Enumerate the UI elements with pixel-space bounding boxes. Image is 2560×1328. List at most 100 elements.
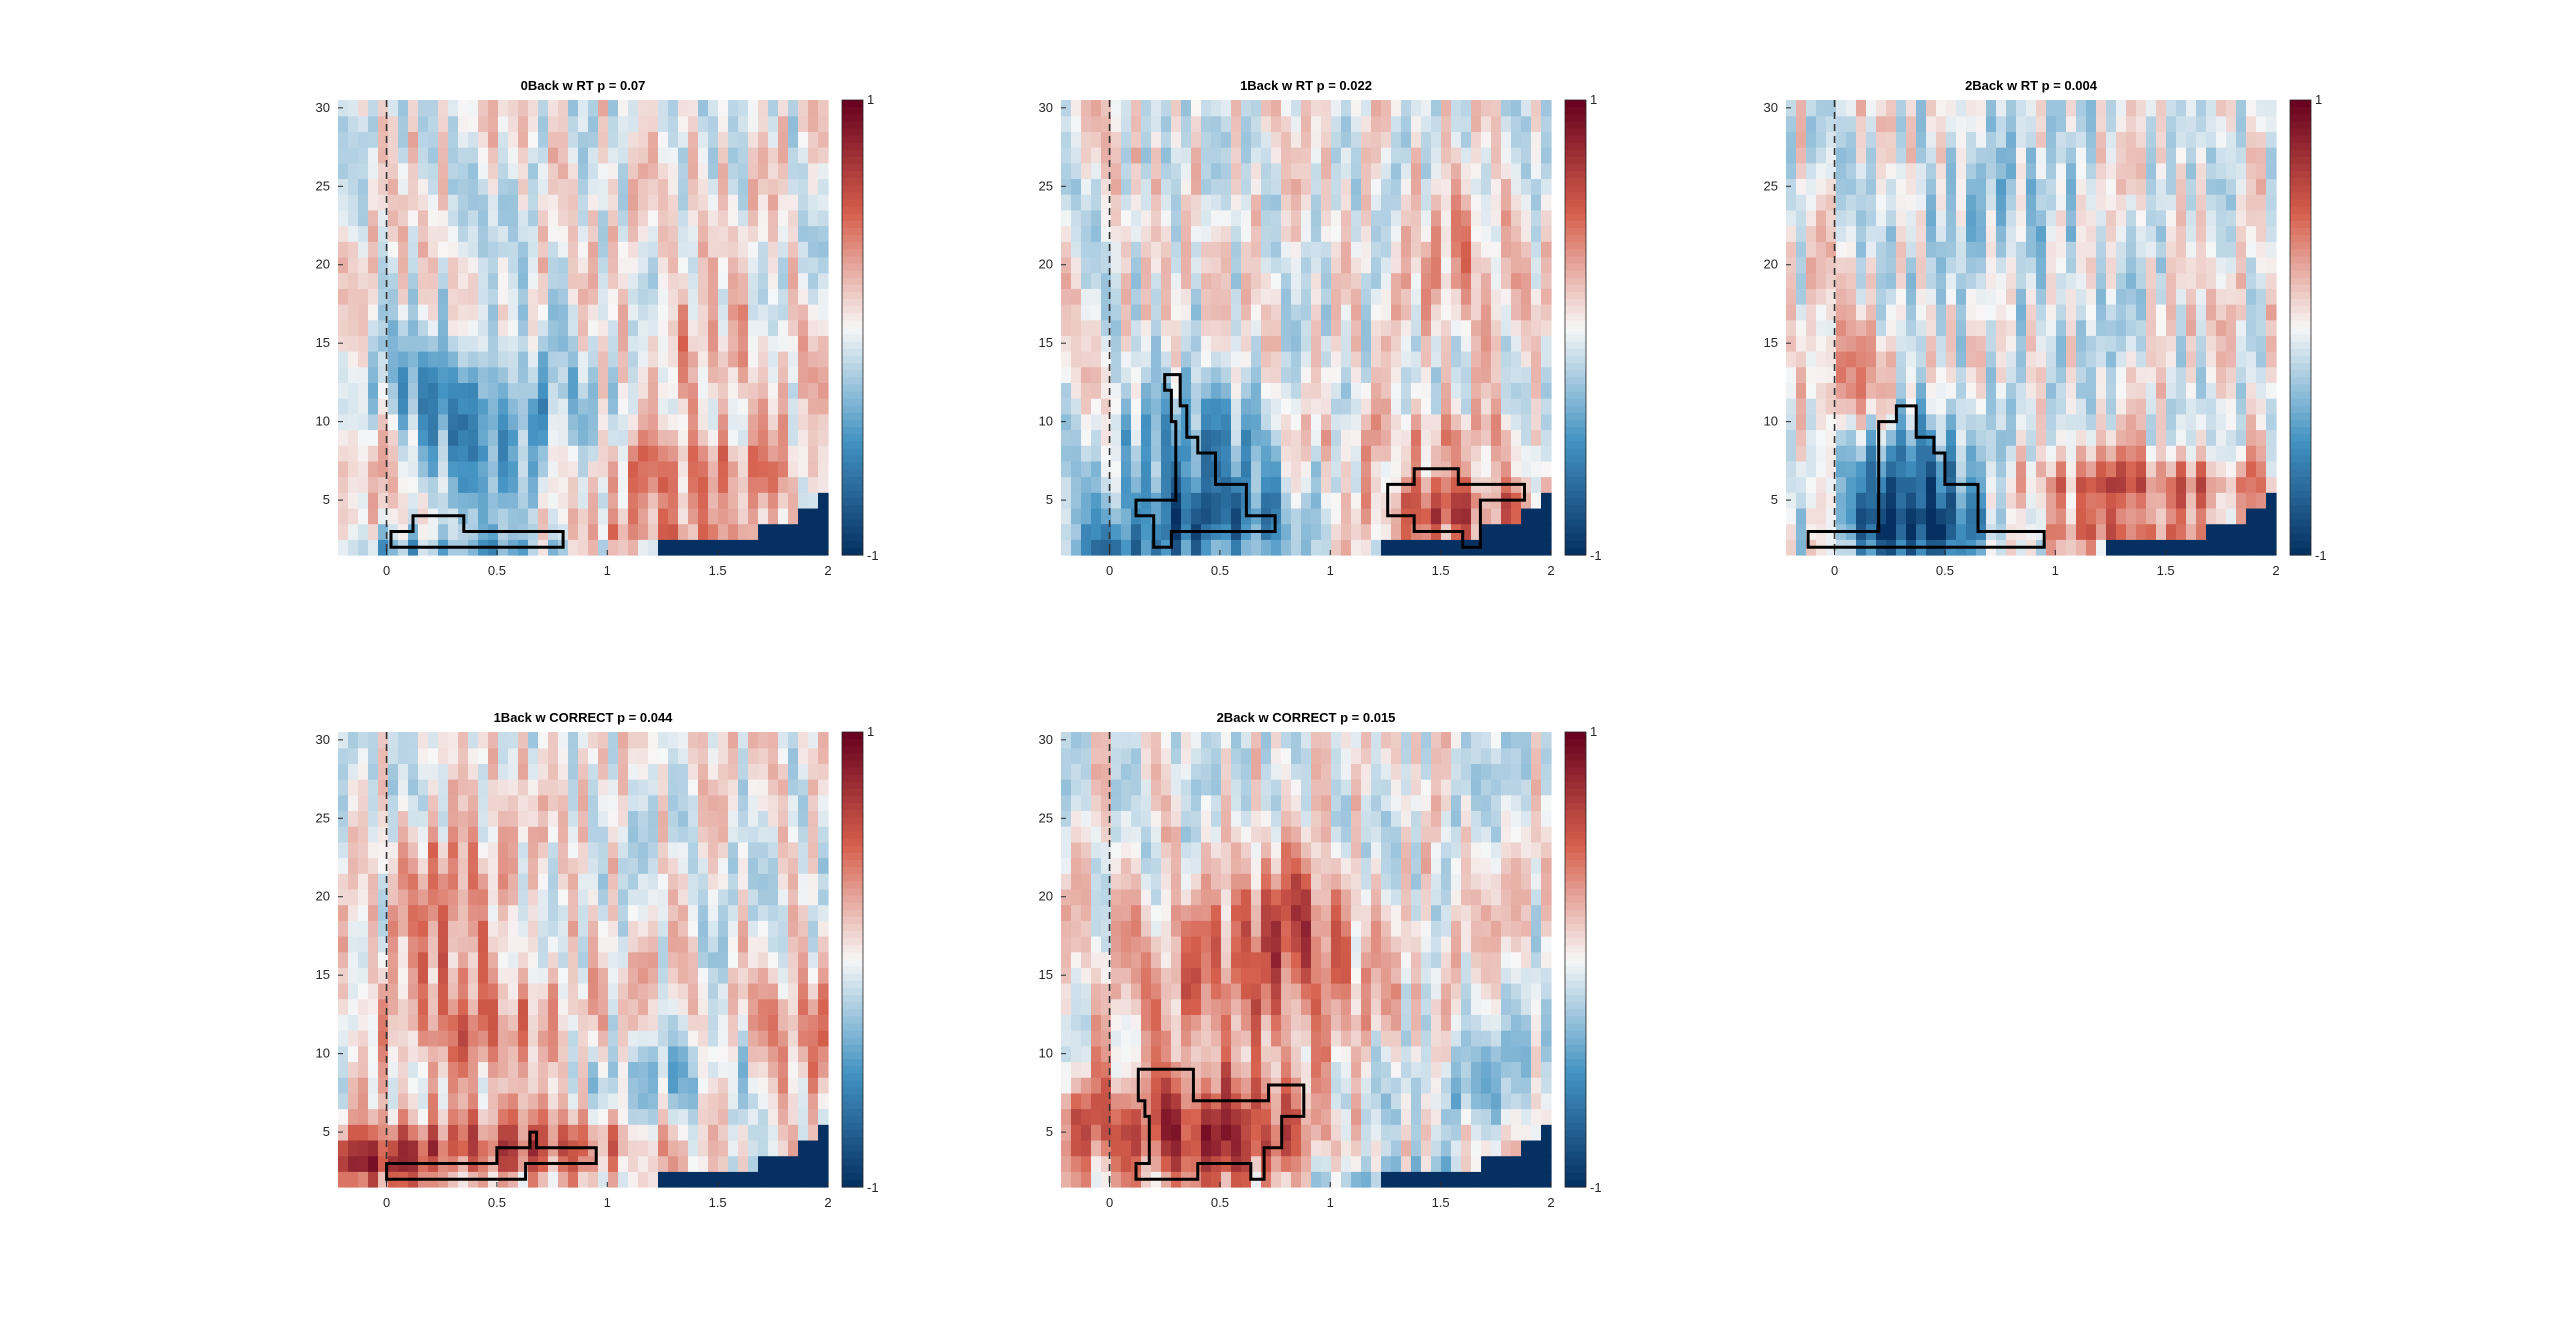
heatmap-cell [1091, 131, 1102, 147]
heatmap-cell [1201, 178, 1212, 194]
heatmap-cell [538, 351, 549, 367]
heatmap-cell [1521, 414, 1532, 430]
heatmap-cell [2056, 524, 2067, 540]
heatmap-cell [2156, 241, 2167, 257]
heatmap-cell [758, 351, 769, 367]
heatmap-cell [1541, 539, 1552, 555]
heatmap-cell [2126, 445, 2137, 461]
heatmap-cell [468, 210, 479, 226]
heatmap-cell [2156, 163, 2167, 179]
heatmap-cell [1856, 178, 1867, 194]
heatmap-cell [1966, 194, 1977, 210]
heatmap-cell [698, 398, 709, 414]
heatmap-cell [1511, 382, 1522, 398]
heatmap-cell [2206, 477, 2217, 493]
heatmap-cell [1896, 429, 1907, 445]
heatmap-cell [818, 351, 829, 367]
heatmap-cell [408, 273, 419, 289]
heatmap-cell [1381, 304, 1392, 320]
heatmap-cell [648, 210, 659, 226]
heatmap-cell [1241, 131, 1252, 147]
heatmap-cell [1261, 351, 1272, 367]
heatmap-cell [1251, 288, 1262, 304]
heatmap-cell [368, 398, 379, 414]
heatmap-cell [2186, 445, 2197, 461]
heatmap-cell [1111, 226, 1122, 242]
heatmap-cell [348, 147, 359, 163]
heatmap-cell [488, 367, 499, 383]
heatmap-cell [2066, 335, 2077, 351]
heatmap-cell [358, 414, 369, 430]
heatmap-cell [808, 539, 819, 555]
colorbar-segment [842, 150, 863, 158]
heatmap-cell [1311, 288, 1322, 304]
heatmap-cell [1866, 477, 1877, 493]
heatmap-cell [548, 194, 559, 210]
heatmap-cell [2126, 163, 2137, 179]
heatmap-cell [1461, 398, 1472, 414]
heatmap-cell [1091, 273, 1102, 289]
heatmap-cell [1491, 351, 1502, 367]
heatmap-cell [1976, 335, 1987, 351]
heatmap-cell [1976, 210, 1987, 226]
heatmap-cell [1371, 492, 1382, 508]
colorbar-segment [1565, 420, 1586, 428]
heatmap-cell [1976, 429, 1987, 445]
heatmap-cell [1361, 288, 1372, 304]
heatmap-cell [1331, 147, 1342, 163]
heatmap-cell [1191, 539, 1202, 555]
heatmap-cell [648, 429, 659, 445]
heatmap-cell [2226, 367, 2237, 383]
heatmap-cell [2236, 508, 2247, 524]
heatmap-cell [1501, 508, 1512, 524]
heatmap-cell [2256, 226, 2267, 242]
heatmap-cell [2106, 539, 2117, 555]
heatmap-cell [2266, 100, 2277, 116]
heatmap-cell [1906, 320, 1917, 336]
heatmap-cell [2246, 178, 2257, 194]
heatmap-cell [1401, 131, 1412, 147]
heatmap-cell [1541, 524, 1552, 540]
heatmap-cell [508, 382, 519, 398]
heatmap-cell [538, 241, 549, 257]
heatmap-cell [2116, 539, 2127, 555]
heatmap-cell [768, 335, 779, 351]
heatmap-cell [678, 1171, 689, 1187]
heatmap-cell [1161, 508, 1172, 524]
heatmap-cell [718, 398, 729, 414]
heatmap-cell [668, 100, 679, 116]
heatmap-cell [818, 1171, 829, 1187]
heatmap-cell [628, 147, 639, 163]
heatmap-cell [1351, 210, 1362, 226]
heatmap-cell [1856, 257, 1867, 273]
heatmap-cell [1211, 320, 1222, 336]
colorbar-segment [2290, 377, 2311, 385]
heatmap-cell [558, 241, 569, 257]
heatmap-cell [1511, 414, 1522, 430]
heatmap-cell [448, 320, 459, 336]
colorbar-segment [842, 100, 863, 108]
heatmap-cell [1926, 461, 1937, 477]
heatmap-cell [708, 257, 719, 273]
heatmap-cell [468, 461, 479, 477]
heatmap-cell [458, 178, 469, 194]
heatmap-cell [2086, 335, 2097, 351]
heatmap-cell [438, 398, 449, 414]
heatmap-cell [1291, 163, 1302, 179]
heatmap-cell [358, 1171, 369, 1187]
heatmap-cell [638, 320, 649, 336]
heatmap-cell [778, 273, 789, 289]
heatmap-cell [1886, 367, 1897, 383]
heatmap-cell [1421, 539, 1432, 555]
heatmap-cell [2226, 445, 2237, 461]
heatmap-cell [578, 100, 589, 116]
heatmap-cell [648, 1046, 659, 1062]
heatmap-cell [468, 100, 479, 116]
heatmap-cell [698, 1046, 709, 1062]
heatmap-cell [738, 335, 749, 351]
heatmap-cell [478, 273, 489, 289]
heatmap-cell [548, 429, 559, 445]
heatmap-cell [1986, 477, 1997, 493]
heatmap-cell [2226, 351, 2237, 367]
colorbar-segment [1565, 413, 1586, 421]
